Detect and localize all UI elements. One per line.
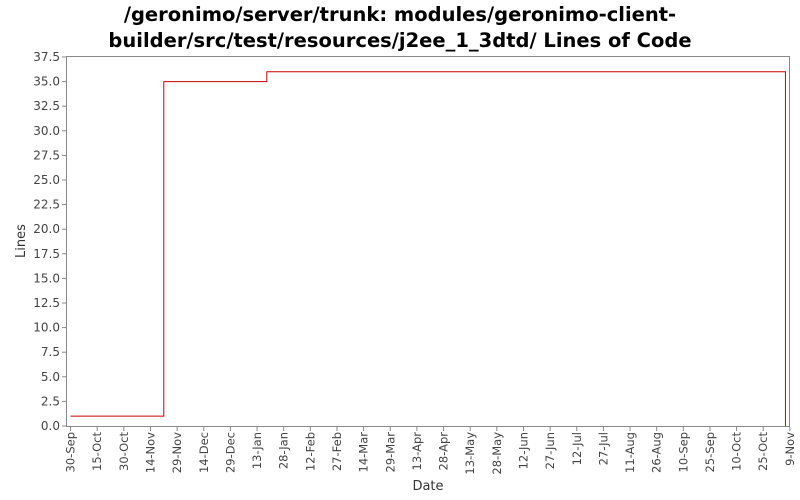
- x-tick-label: 13-Jan: [250, 432, 264, 469]
- y-tick-label: 27.5: [33, 148, 60, 162]
- x-tick-label: 26-Aug: [650, 432, 664, 473]
- x-tick-label: 13-Apr: [410, 432, 424, 471]
- x-tick-label: 15-Oct: [90, 432, 104, 471]
- x-tick-label: 14-Mar: [357, 432, 371, 473]
- x-tick-label: 27-Feb: [330, 432, 344, 471]
- y-tick-label: 22.5: [33, 198, 60, 212]
- y-tick-label: 35.0: [33, 75, 60, 89]
- x-axis-label: Date: [412, 479, 443, 494]
- y-tick-label: 32.5: [33, 99, 60, 113]
- x-tick-label: 29-Mar: [383, 432, 397, 473]
- x-tick-label: 12-Feb: [303, 432, 317, 471]
- y-tick-label: 20.0: [33, 222, 60, 236]
- x-tick-label: 28-May: [490, 432, 504, 475]
- x-tick-label: 25-Sep: [703, 432, 717, 472]
- x-tick-label: 12-Jul: [570, 432, 584, 465]
- x-tick-label: 29-Dec: [223, 432, 237, 473]
- y-tick-label: 7.5: [41, 345, 60, 359]
- y-tick-label: 10.0: [33, 321, 60, 335]
- x-tick-label: 25-Oct: [756, 432, 770, 471]
- x-tick-label: 12-Jun: [516, 432, 530, 469]
- y-tick-label: 5.0: [41, 370, 60, 384]
- y-axis: 0.0 2.5 5.0 7.5 10.0 12.5 15.0 17.5 20.0 22.5 25.0…: [33, 50, 66, 433]
- y-tick-label: 30.0: [33, 124, 60, 138]
- x-tick-label: 14-Nov: [143, 432, 157, 473]
- y-tick-label: 0.0: [41, 419, 60, 433]
- y-tick-label: 37.5: [33, 50, 60, 64]
- y-tick-label: 12.5: [33, 296, 60, 310]
- y-axis-label: Lines: [14, 224, 29, 258]
- x-axis: 30-Sep 15-Oct 30-Oct 14-Nov 29-Nov 14-Dec 29-D…: [64, 427, 797, 475]
- x-tick-label: 9-Nov: [783, 432, 797, 466]
- x-tick-label: 27-Jun: [543, 432, 557, 469]
- y-tick-label: 17.5: [33, 247, 60, 261]
- x-tick-label: 30-Oct: [117, 432, 131, 471]
- plot-area: [67, 57, 790, 427]
- x-tick-label: 27-Jul: [596, 432, 610, 465]
- y-tick-label: 2.5: [41, 394, 60, 408]
- y-tick-label: 25.0: [33, 173, 60, 187]
- x-tick-label: 28-Jan: [277, 432, 291, 469]
- x-tick-label: 28-Apr: [437, 432, 451, 471]
- x-tick-label: 10-Sep: [676, 432, 690, 472]
- x-tick-label: 10-Oct: [730, 432, 744, 471]
- x-tick-label: 14-Dec: [197, 432, 211, 473]
- x-tick-label: 29-Nov: [170, 432, 184, 473]
- x-tick-label: 11-Aug: [623, 432, 637, 473]
- x-tick-label: 30-Sep: [64, 432, 78, 472]
- x-tick-label: 13-May: [463, 432, 477, 475]
- y-tick-label: 15.0: [33, 271, 60, 285]
